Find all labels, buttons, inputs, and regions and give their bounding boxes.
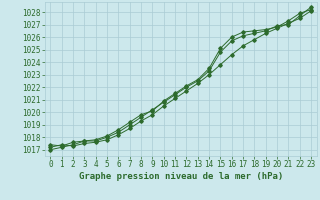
X-axis label: Graphe pression niveau de la mer (hPa): Graphe pression niveau de la mer (hPa)	[79, 172, 283, 181]
